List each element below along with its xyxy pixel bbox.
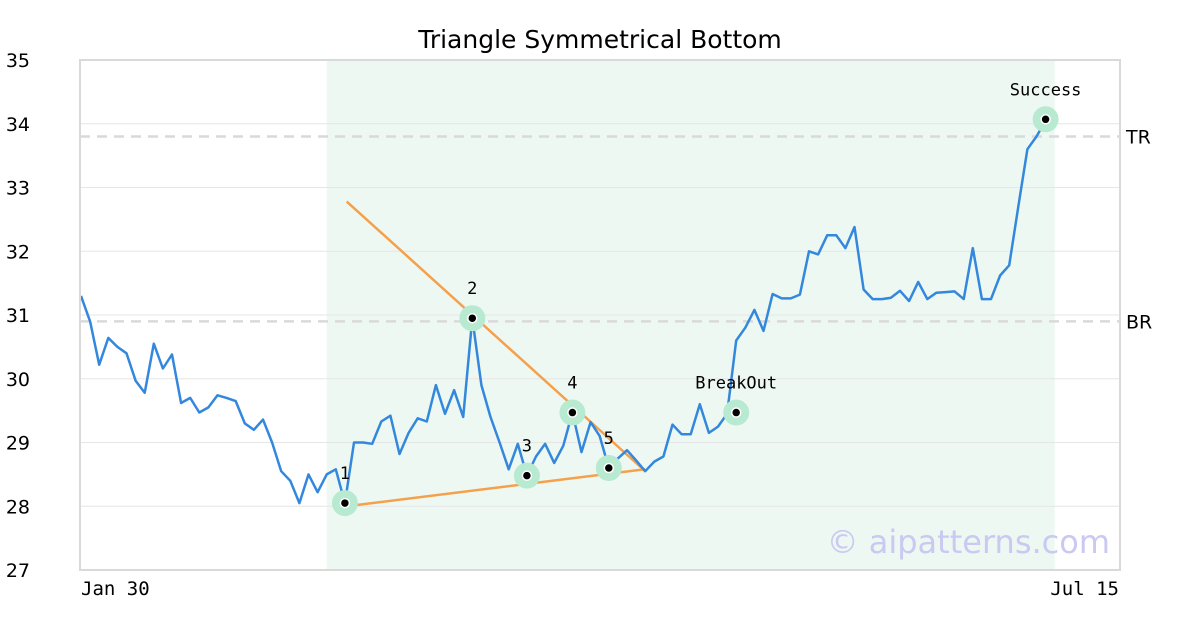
- point-dot-4: [567, 407, 578, 418]
- y-tick-label-27: 27: [6, 560, 30, 582]
- plot-frame: [79, 59, 1121, 571]
- point-label-success: Success: [1010, 80, 1082, 100]
- y-tick-label-29: 29: [6, 433, 30, 455]
- point-dot-5: [603, 462, 615, 474]
- trendline-upper: [345, 200, 647, 473]
- trendlines-layer: [345, 200, 647, 508]
- trendline-lower: [346, 468, 646, 508]
- point-dot-success: [1040, 114, 1051, 125]
- y-tick-label-32: 32: [6, 241, 30, 263]
- y-tick-label-33: 33: [6, 178, 30, 200]
- point-label-3: 3: [522, 437, 532, 457]
- y-tick-label-30: 30: [6, 369, 30, 391]
- y-axis-ticks: 27 28 29 30 31 32 33 34 35: [6, 50, 30, 582]
- point-label-2: 2: [467, 279, 477, 299]
- point-dot-1: [339, 497, 351, 509]
- reference-label-br: BR: [1126, 311, 1152, 333]
- point-dot-2: [467, 312, 478, 324]
- y-tick-label-28: 28: [6, 496, 30, 518]
- point-label-4: 4: [567, 374, 577, 394]
- chart-title: Triangle Symmetrical Bottom: [417, 25, 782, 54]
- price-line-layer: [79, 119, 1047, 505]
- reference-label-tr: TR: [1125, 127, 1151, 149]
- y-tick-label-34: 34: [6, 114, 30, 136]
- pattern-points-layer: 1 2 3 4 5 BreakOut Success: [331, 80, 1082, 517]
- point-label-1: 1: [340, 464, 350, 484]
- x-tick-label-end: Jul 15: [1050, 578, 1119, 600]
- y-tick-label-35: 35: [6, 50, 30, 72]
- y-tick-label-31: 31: [6, 305, 30, 327]
- reference-lines-layer: TR BR: [80, 127, 1152, 333]
- point-label-breakout: BreakOut: [695, 374, 777, 394]
- x-tick-label-start: Jan 30: [81, 578, 150, 600]
- price-series-line: [79, 119, 1047, 505]
- x-axis-ticks: Jan 30 Jul 15: [81, 578, 1119, 600]
- point-label-5: 5: [604, 429, 614, 449]
- point-dot-3: [521, 470, 533, 481]
- gridlines-layer: [80, 123, 1120, 507]
- point-dot-breakout: [730, 407, 742, 418]
- watermark: © aipatterns.com: [827, 523, 1110, 561]
